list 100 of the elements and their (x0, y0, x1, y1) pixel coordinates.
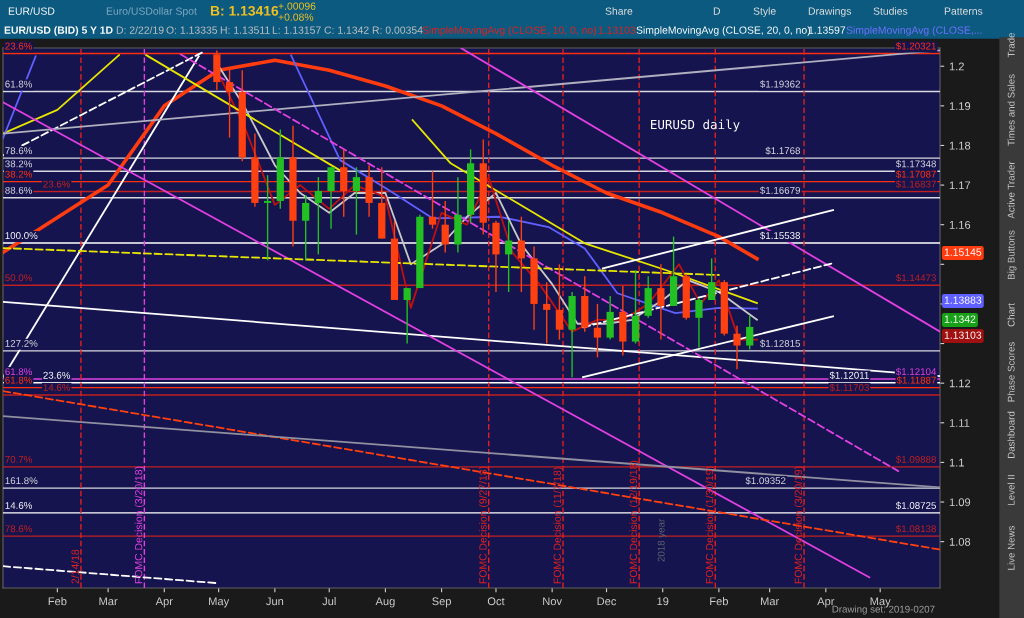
text: O: 1.13335 (166, 26, 218, 34)
annotation: 38.2% (5, 160, 33, 168)
annotation: $1.16679 (760, 186, 800, 195)
annotation: 70.7% (5, 455, 33, 463)
candlestick (657, 263, 665, 341)
ref-line-label: FOMC Decision (3/20/18) (134, 466, 145, 584)
y-tick-label: 1.09 (949, 498, 971, 507)
annotation: 14.6% (43, 384, 71, 391)
annotation: 161.8% (5, 477, 38, 485)
x-tick-label: May (209, 597, 230, 608)
candlestick (441, 200, 449, 254)
text: L: 1.13157 (272, 26, 321, 34)
annotation: 88.6% (5, 186, 33, 194)
annotation: $1.12104 (895, 367, 937, 376)
text: Phase Scores (1007, 342, 1015, 402)
text: Dashboard (1007, 411, 1015, 458)
annotation: $1.09888 (895, 455, 936, 464)
x-tick-label: Feb (48, 597, 67, 606)
annotation: $1.16837 (895, 180, 936, 189)
text: Patterns (944, 7, 983, 15)
y-tick-label: 1.18 (949, 141, 971, 150)
text: 1.13597 (808, 26, 846, 34)
annotation: 14.6% (5, 502, 33, 509)
annotation: $1.08138 (895, 524, 936, 533)
ref-line-label: FOMC Decision (3/20/19) (794, 466, 805, 584)
x-tick-label: Oct (487, 597, 505, 606)
annotation: $1.12815 (760, 339, 801, 348)
candlestick (517, 216, 525, 293)
annotation: $1.19362 (760, 80, 800, 89)
candlestick (593, 303, 602, 359)
annotation: $1.08725 (895, 501, 936, 510)
candlestick (746, 315, 754, 351)
y-tick-label: 1.19 (949, 102, 971, 110)
text: Big Buttons (1007, 230, 1017, 280)
x-tick-label: Apr (155, 597, 173, 608)
text: Share (605, 7, 633, 15)
annotation: 61.8% (5, 376, 33, 384)
candlestick (428, 170, 437, 230)
text: 1.13103 (598, 26, 636, 34)
y-tick-label: 1.17 (949, 181, 971, 190)
text: Euro/USDollar Spot (106, 7, 197, 17)
y-tick-label: 1.1 (949, 458, 964, 467)
candlestick (302, 194, 310, 262)
annotation: 127.2% (5, 339, 38, 347)
text: D (713, 7, 721, 15)
annotation: $1.15538 (760, 231, 801, 240)
annotation: $1.17087 (895, 170, 936, 179)
text: 1.1342 (944, 315, 976, 323)
text: C: 1.1342 (324, 26, 369, 34)
annotation: $1.14473 (895, 273, 936, 282)
annotation: 100.0% (5, 232, 38, 239)
x-tick-label: Jun (266, 597, 284, 606)
y-tick-label: 1.12 (949, 379, 971, 388)
annotation: 78.6% (5, 147, 33, 155)
candlestick (327, 166, 335, 230)
y-tick-label: 1.11 (949, 419, 970, 427)
text: Trade (1007, 32, 1015, 58)
ref-line-label: FOMC Decision (9/27/18) (479, 466, 489, 584)
candlestick (543, 281, 551, 345)
annotation: $1.12011 (829, 371, 869, 380)
text: Active Trader (1007, 161, 1015, 219)
ref-line-label: 2/14/18 (71, 549, 79, 584)
candlestick (225, 67, 234, 139)
text: Live News (1007, 525, 1015, 570)
text: H: 1.13511 (220, 26, 270, 34)
text: 1.13103 (944, 331, 982, 339)
candlestick (708, 257, 716, 301)
candlestick (263, 174, 272, 262)
candlestick (314, 176, 322, 256)
annotation: $1.1768 (765, 146, 801, 155)
x-tick-label: Aug (375, 597, 395, 608)
text: 1.15145 (944, 248, 982, 256)
ref-line-label: FOMC Decision (12/19/18) (629, 460, 640, 584)
text: R: 0.00354 (372, 26, 423, 34)
text: EUR/USD (BID) 5 Y 1D (4, 26, 113, 36)
annotation: 38.2% (5, 170, 33, 178)
annotation: 61.8% (5, 368, 33, 376)
x-tick-label: Mar (760, 597, 780, 606)
candlestick (352, 166, 361, 236)
annotation: 23.6% (43, 371, 71, 379)
annotation: 50.0% (5, 274, 33, 282)
candlestick (340, 148, 348, 218)
x-tick-label: Dec (597, 597, 617, 606)
text: SimpleMovingAvg (CLOSE, 20, 0, no) (636, 26, 811, 36)
candlestick (403, 287, 411, 345)
y-tick-label: 1.08 (949, 537, 971, 546)
text: Level II (1007, 475, 1015, 505)
text: B: 1.13416 (210, 5, 279, 16)
candlestick (555, 263, 564, 341)
x-tick-label: 19 (657, 597, 669, 606)
candlestick (695, 297, 703, 349)
x-tick-label: Jul (322, 597, 336, 606)
ref-line-label: FOMC Decision (1/30/19) (705, 466, 716, 584)
candlestick (505, 220, 513, 293)
x-tick-label: Mar (99, 597, 118, 606)
text: Drawings (808, 7, 852, 17)
text: Studies (873, 7, 908, 15)
annotation: $1.11703 (829, 383, 869, 392)
text: SimpleMovingAvg (CLOSE,... (846, 26, 982, 36)
text: +0.08% (278, 13, 314, 21)
